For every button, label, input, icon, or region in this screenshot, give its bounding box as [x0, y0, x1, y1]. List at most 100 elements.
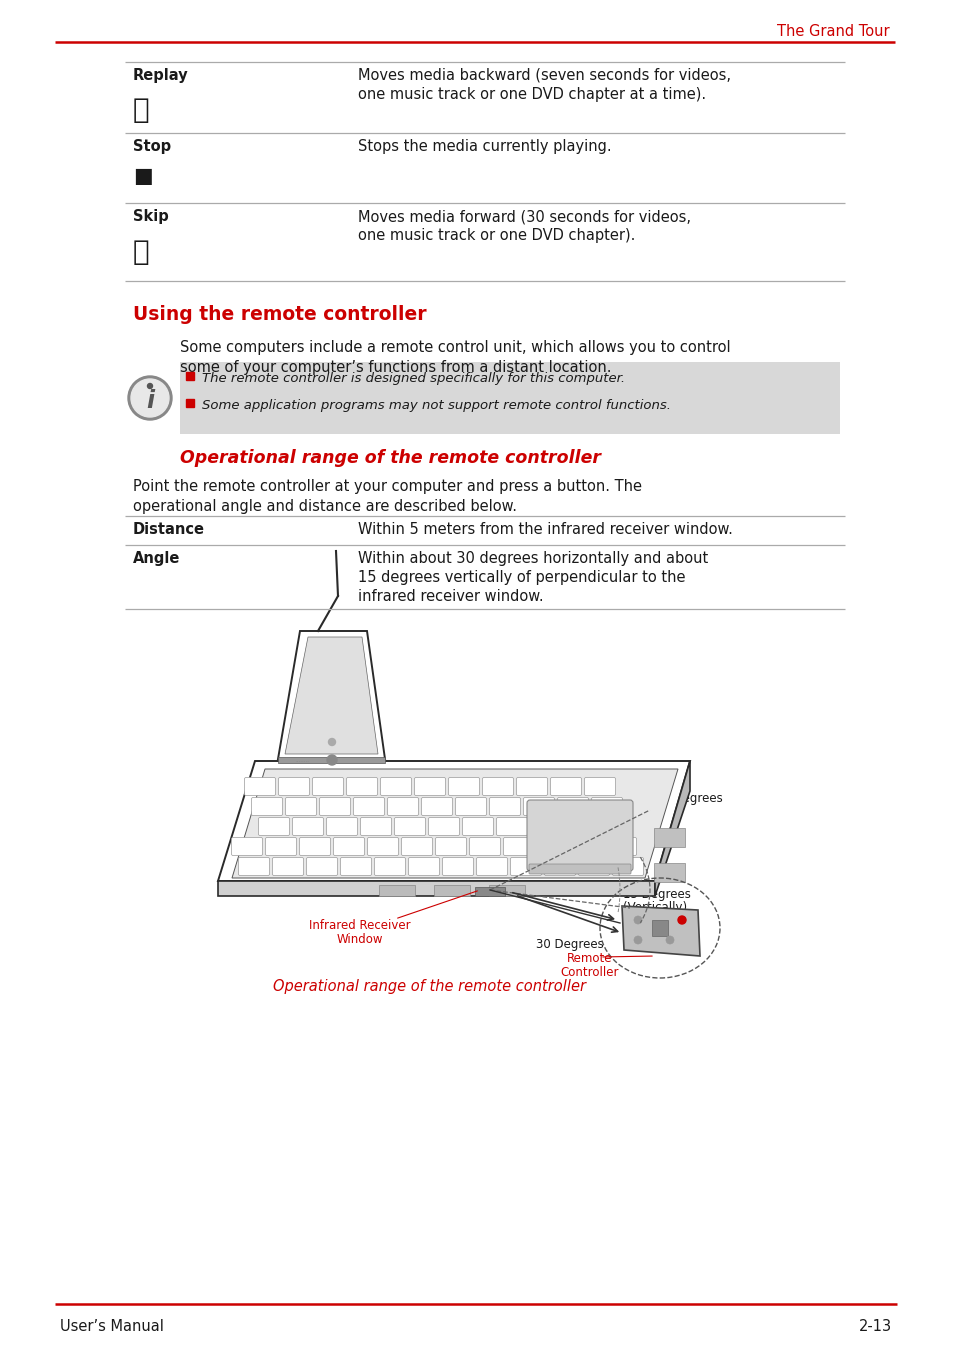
Text: Skip: Skip — [132, 209, 169, 224]
Text: Operational range of the remote controller: Operational range of the remote controll… — [274, 979, 586, 994]
FancyBboxPatch shape — [503, 838, 534, 855]
FancyBboxPatch shape — [306, 858, 337, 875]
FancyBboxPatch shape — [340, 858, 371, 875]
Polygon shape — [218, 761, 689, 881]
Text: operational angle and distance are described below.: operational angle and distance are descr… — [132, 499, 517, 513]
Text: (Vertically): (Vertically) — [622, 901, 686, 915]
Text: Within 5 meters from the infrared receiver window.: Within 5 meters from the infrared receiv… — [357, 521, 732, 536]
Circle shape — [678, 916, 685, 924]
Polygon shape — [655, 761, 689, 896]
FancyBboxPatch shape — [252, 797, 282, 816]
Bar — [186, 372, 193, 380]
Text: ■: ■ — [132, 166, 152, 186]
Text: The Grand Tour: The Grand Tour — [777, 24, 889, 39]
Text: Distance: Distance — [132, 521, 205, 536]
Circle shape — [131, 380, 169, 417]
FancyBboxPatch shape — [293, 817, 323, 835]
Text: Controller: Controller — [560, 966, 618, 979]
FancyBboxPatch shape — [605, 838, 636, 855]
FancyBboxPatch shape — [598, 817, 629, 835]
Circle shape — [148, 384, 152, 389]
FancyBboxPatch shape — [584, 777, 615, 796]
FancyBboxPatch shape — [334, 838, 364, 855]
FancyBboxPatch shape — [654, 828, 685, 847]
Text: 30 Degrees: 30 Degrees — [536, 938, 603, 951]
Text: The remote controller is designed specifically for this computer.: The remote controller is designed specif… — [202, 372, 624, 385]
FancyBboxPatch shape — [421, 797, 452, 816]
Text: Stops the media currently playing.: Stops the media currently playing. — [357, 139, 611, 154]
Circle shape — [328, 739, 335, 746]
Bar — [651, 920, 667, 936]
Text: Moves media backward (seven seconds for videos,: Moves media backward (seven seconds for … — [357, 68, 730, 82]
FancyBboxPatch shape — [591, 797, 622, 816]
Text: i: i — [146, 389, 153, 413]
Text: 15 degrees vertically of perpendicular to the: 15 degrees vertically of perpendicular t… — [357, 570, 685, 585]
FancyBboxPatch shape — [462, 817, 493, 835]
Text: Using the remote controller: Using the remote controller — [132, 305, 426, 324]
FancyBboxPatch shape — [387, 797, 418, 816]
Polygon shape — [285, 638, 377, 754]
FancyBboxPatch shape — [496, 817, 527, 835]
FancyBboxPatch shape — [180, 362, 840, 434]
FancyBboxPatch shape — [469, 838, 500, 855]
FancyBboxPatch shape — [530, 817, 561, 835]
Text: Stop: Stop — [132, 139, 171, 154]
Text: ⏭: ⏭ — [132, 238, 150, 266]
Text: infrared receiver window.: infrared receiver window. — [357, 589, 543, 604]
FancyBboxPatch shape — [448, 777, 479, 796]
Text: 30 Degrees: 30 Degrees — [655, 792, 722, 805]
Text: User’s Manual: User’s Manual — [60, 1319, 164, 1333]
FancyBboxPatch shape — [564, 817, 595, 835]
FancyBboxPatch shape — [380, 777, 411, 796]
Circle shape — [665, 936, 673, 944]
Text: Replay: Replay — [132, 68, 189, 82]
FancyBboxPatch shape — [523, 797, 554, 816]
FancyBboxPatch shape — [238, 858, 269, 875]
Polygon shape — [232, 769, 678, 878]
Text: Infrared Receiver: Infrared Receiver — [309, 919, 411, 932]
Text: Angle: Angle — [132, 551, 180, 566]
FancyBboxPatch shape — [482, 777, 513, 796]
FancyBboxPatch shape — [299, 838, 330, 855]
FancyBboxPatch shape — [326, 817, 357, 835]
Text: ⏮: ⏮ — [132, 96, 150, 124]
FancyBboxPatch shape — [258, 817, 289, 835]
FancyBboxPatch shape — [360, 817, 391, 835]
Text: Window: Window — [336, 934, 383, 946]
FancyBboxPatch shape — [537, 838, 568, 855]
Circle shape — [327, 755, 336, 765]
Text: Operational range of the remote controller: Operational range of the remote controll… — [180, 449, 600, 467]
FancyBboxPatch shape — [510, 858, 541, 875]
FancyBboxPatch shape — [273, 858, 303, 875]
Text: ........: ........ — [294, 758, 309, 762]
Text: Moves media forward (30 seconds for videos,: Moves media forward (30 seconds for vide… — [357, 209, 690, 224]
FancyBboxPatch shape — [612, 858, 643, 875]
FancyBboxPatch shape — [428, 817, 459, 835]
FancyBboxPatch shape — [516, 777, 547, 796]
Circle shape — [634, 916, 641, 924]
FancyBboxPatch shape — [232, 838, 262, 855]
Circle shape — [128, 376, 172, 420]
FancyBboxPatch shape — [435, 838, 466, 855]
FancyBboxPatch shape — [265, 838, 296, 855]
Bar — [186, 399, 193, 407]
FancyBboxPatch shape — [379, 885, 416, 896]
FancyBboxPatch shape — [244, 777, 275, 796]
Text: one music track or one DVD chapter at a time).: one music track or one DVD chapter at a … — [357, 86, 705, 101]
FancyBboxPatch shape — [434, 885, 470, 896]
Text: Point the remote controller at your computer and press a button. The: Point the remote controller at your comp… — [132, 480, 641, 494]
FancyBboxPatch shape — [354, 797, 384, 816]
Text: Within about 30 degrees horizontally and about: Within about 30 degrees horizontally and… — [357, 551, 707, 566]
FancyBboxPatch shape — [319, 797, 350, 816]
FancyBboxPatch shape — [529, 865, 630, 874]
Text: 2-13: 2-13 — [858, 1319, 891, 1333]
Polygon shape — [218, 881, 655, 896]
Text: Some application programs may not support remote control functions.: Some application programs may not suppor… — [202, 399, 670, 412]
FancyBboxPatch shape — [476, 858, 507, 875]
FancyBboxPatch shape — [455, 797, 486, 816]
FancyBboxPatch shape — [395, 817, 425, 835]
FancyBboxPatch shape — [578, 858, 609, 875]
Polygon shape — [277, 631, 385, 759]
Text: some of your computer’s functions from a distant location.: some of your computer’s functions from a… — [180, 359, 611, 376]
FancyBboxPatch shape — [278, 777, 309, 796]
